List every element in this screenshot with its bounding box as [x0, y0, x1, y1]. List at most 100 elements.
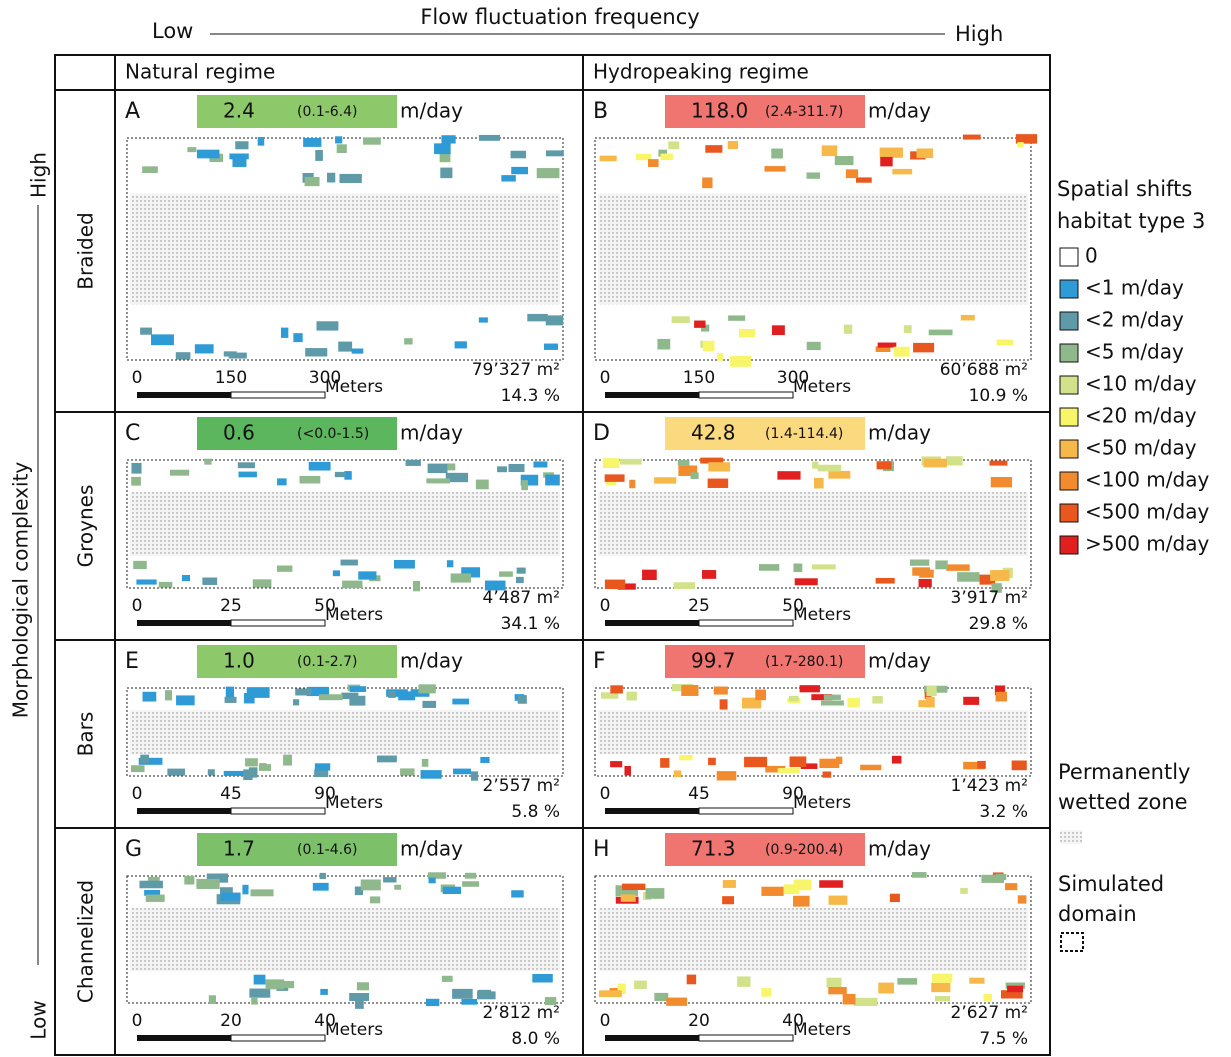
panel-letter: C — [125, 421, 140, 446]
map-patch — [413, 581, 420, 591]
map-patch — [822, 145, 838, 156]
map-patch — [728, 141, 738, 149]
map-patch — [388, 691, 396, 698]
wetted-zone — [598, 710, 1028, 754]
panel-letter: E — [125, 649, 139, 674]
map-patch — [642, 570, 657, 580]
scale-white — [231, 392, 325, 398]
row-label: Groynes — [74, 485, 98, 568]
map-patch — [660, 758, 669, 768]
map-patch — [337, 144, 347, 153]
map-patch — [681, 685, 698, 696]
map-patch — [447, 560, 453, 567]
map-patch — [717, 771, 737, 780]
map-patch — [349, 696, 365, 706]
legend-swatch — [1060, 408, 1078, 426]
map-patch — [394, 885, 401, 890]
wetted-zone — [598, 492, 1028, 556]
map-patch — [717, 353, 723, 361]
map-patch — [254, 975, 266, 985]
map-patch — [533, 461, 547, 467]
unit: m/day — [400, 649, 463, 673]
map-patch — [259, 763, 266, 768]
map-patch — [960, 888, 968, 894]
map-patch — [935, 560, 947, 569]
map-patch — [167, 769, 185, 776]
legend-swatch — [1060, 472, 1078, 490]
map-patch — [600, 156, 617, 162]
value: 0.6 — [223, 421, 255, 445]
scale-unit: Meters — [793, 605, 851, 625]
legend-swatch — [1060, 536, 1078, 554]
map-patch — [442, 976, 453, 982]
legend-swatch — [1060, 280, 1078, 298]
unit: m/day — [868, 837, 931, 861]
area: 79’327 m² — [472, 360, 560, 380]
map-patch — [517, 568, 526, 574]
value-range: (0.1-6.4) — [297, 104, 358, 120]
map-patch — [818, 465, 842, 472]
wetted-zone — [130, 908, 560, 972]
scale-white — [699, 620, 793, 626]
map-patch — [452, 699, 469, 705]
map-patch — [843, 994, 856, 1004]
map-patch — [377, 756, 397, 763]
header-title: Flow fluctuation frequency — [420, 5, 699, 29]
map-patch — [527, 314, 547, 321]
map-patch — [509, 464, 525, 472]
map-patch — [877, 461, 892, 469]
map-patch — [668, 141, 679, 149]
map-patch — [926, 686, 936, 696]
map-patch — [923, 459, 946, 468]
unit: m/day — [868, 649, 931, 673]
map-patch — [151, 334, 174, 345]
map-patch — [946, 456, 963, 465]
map-patch — [610, 761, 622, 767]
wetted-zone — [598, 194, 1028, 305]
value: 99.7 — [691, 649, 736, 673]
map-patch — [793, 564, 802, 573]
scale-black — [605, 808, 699, 814]
map-patch — [546, 315, 563, 325]
scale-unit: Meters — [793, 377, 851, 397]
scale-black — [605, 392, 699, 398]
map-patch — [461, 999, 477, 1005]
map-patch — [349, 993, 369, 1001]
wetted-swatch — [1060, 830, 1082, 844]
value-range: (1.4-114.4) — [765, 426, 843, 442]
header-low: Low — [152, 19, 193, 43]
unit: m/day — [868, 421, 931, 445]
map-patch — [876, 578, 895, 584]
map-patch — [251, 889, 274, 896]
map-patch — [878, 343, 897, 348]
map-patch — [894, 347, 910, 357]
map-patch — [997, 340, 1014, 346]
header-high: High — [955, 22, 1003, 46]
percent: 10.9 % — [969, 386, 1028, 406]
map-patch — [912, 567, 930, 575]
map-patch — [293, 333, 302, 342]
map-patch — [501, 175, 515, 181]
map-patch — [394, 560, 415, 569]
map-patch — [672, 316, 690, 323]
scale-white — [231, 1035, 325, 1041]
map-patch — [225, 697, 237, 703]
map-patch — [426, 999, 439, 1006]
percent: 7.5 % — [979, 1029, 1028, 1049]
legend-label: >500 m/day — [1085, 532, 1209, 556]
map-patch — [823, 771, 832, 777]
value: 1.0 — [223, 649, 255, 673]
map-patch — [462, 881, 479, 887]
map-patch — [880, 148, 903, 158]
map-patch — [131, 463, 141, 474]
scale-label: 150 — [683, 368, 715, 388]
map-patch — [977, 761, 986, 769]
map-patch — [453, 769, 471, 775]
value: 71.3 — [691, 837, 736, 861]
map-patch — [443, 887, 461, 894]
map-patch — [131, 477, 141, 486]
scale-label: 25 — [220, 596, 242, 616]
panel-letter: B — [593, 99, 608, 124]
map-patch — [761, 887, 783, 896]
map-patch — [935, 996, 950, 1001]
